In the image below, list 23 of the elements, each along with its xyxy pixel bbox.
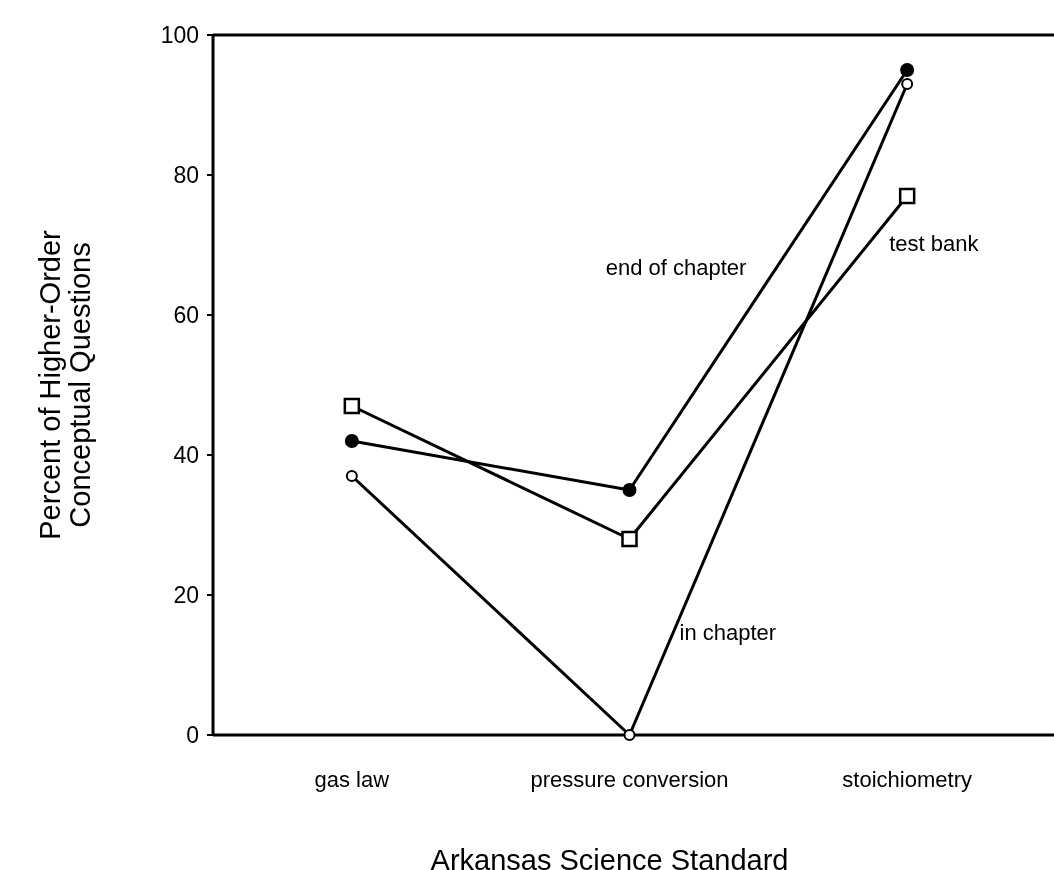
x-axis-title: Arkansas Science Standard [430,844,789,870]
y-tick-label: 80 [173,162,199,189]
point [622,483,637,497]
x-tick-label: pressure conversion [530,767,729,792]
point [345,470,358,482]
point [343,397,361,415]
x-tick-label: gas law [314,767,390,792]
y-tick-label: 100 [160,22,199,49]
y-tick-label: 0 [186,722,199,749]
y-tick-label: 40 [173,442,199,469]
point [900,63,915,77]
series-label: end of chapter [605,255,747,280]
x-tick-label: stoichiometry [842,767,972,792]
y-tick-label: 60 [173,302,199,329]
y-tick-label: 20 [173,582,199,609]
point [898,187,916,205]
series-label: test bank [889,231,980,256]
point [344,434,359,448]
point [623,729,636,741]
point [901,78,914,90]
y-axis-title: Percent of Higher-Order Conceptual Questions [34,229,96,540]
series-label: in chapter [679,620,777,645]
point [621,530,638,548]
